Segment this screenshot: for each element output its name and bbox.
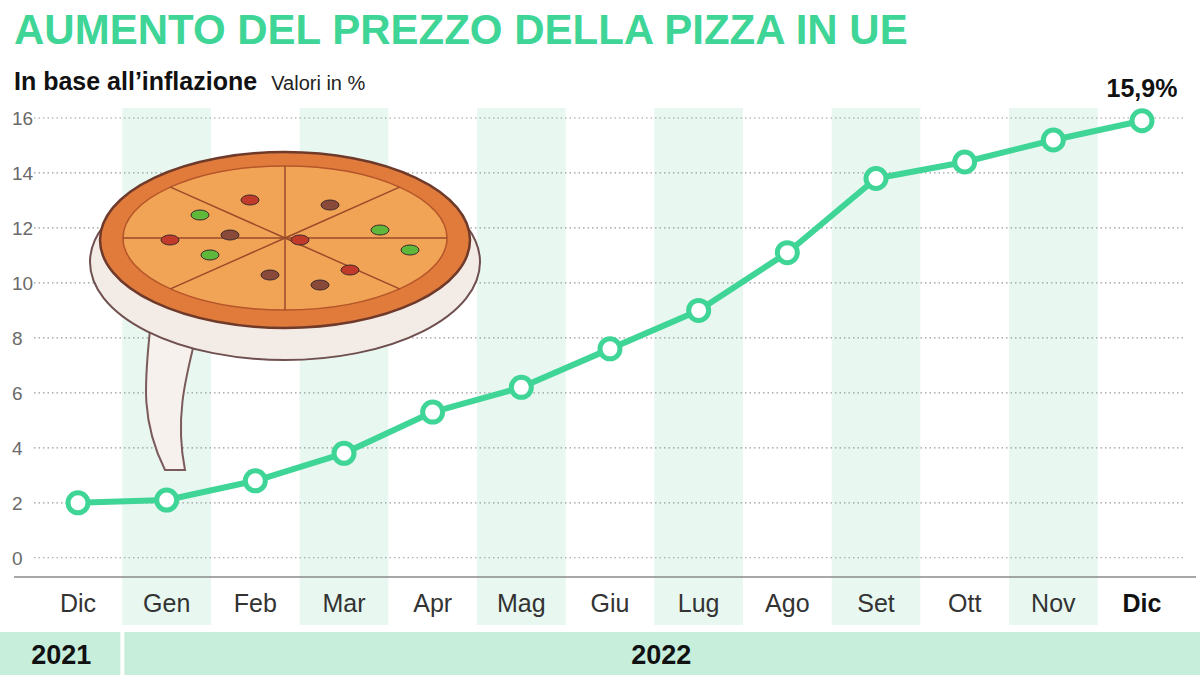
y-axis-label: Valori in % bbox=[271, 72, 365, 94]
x-tick-label: Mar bbox=[322, 589, 365, 617]
topping bbox=[161, 235, 179, 245]
data-point bbox=[689, 300, 709, 320]
x-tick-label: Nov bbox=[1031, 589, 1076, 617]
topping bbox=[321, 200, 339, 210]
topping bbox=[401, 245, 419, 255]
data-point bbox=[1043, 130, 1063, 150]
data-point bbox=[157, 490, 177, 510]
topping bbox=[191, 210, 209, 220]
pizza-slice-cut bbox=[284, 238, 286, 310]
x-axis-line bbox=[14, 576, 1196, 578]
pizza-slice-cut bbox=[285, 238, 400, 289]
subtitle: In base all’inflazione bbox=[14, 67, 257, 95]
grid-line bbox=[34, 392, 1186, 393]
x-tick-label: Mag bbox=[497, 589, 546, 617]
year-label: 2021 bbox=[31, 640, 91, 670]
column-band bbox=[1009, 108, 1098, 625]
data-point bbox=[955, 152, 975, 172]
y-tick-label: 4 bbox=[12, 438, 23, 459]
annotation: 15,9% bbox=[1107, 74, 1178, 102]
x-tick-label: Lug bbox=[678, 589, 720, 617]
y-tick-label: 12 bbox=[12, 218, 33, 239]
data-line bbox=[78, 121, 1142, 503]
data-point bbox=[600, 339, 620, 359]
column-band bbox=[477, 108, 566, 625]
x-tick-label: Gen bbox=[143, 589, 190, 617]
topping bbox=[241, 195, 259, 205]
grid-line bbox=[34, 557, 1186, 558]
y-tick-label: 8 bbox=[12, 328, 23, 349]
data-point bbox=[245, 471, 265, 491]
data-point bbox=[68, 493, 88, 513]
title: AUMENTO DEL PREZZO DELLA PIZZA IN UE bbox=[14, 6, 908, 53]
paddle-handle bbox=[146, 330, 195, 470]
x-tick-label: Feb bbox=[234, 589, 277, 617]
column-band bbox=[832, 108, 921, 625]
year-band bbox=[0, 632, 120, 675]
year-label: 2022 bbox=[631, 640, 691, 670]
x-tick-label: Giu bbox=[591, 589, 630, 617]
pizza-crust bbox=[100, 152, 470, 328]
data-point bbox=[511, 377, 531, 397]
topping bbox=[341, 265, 359, 275]
grid-line bbox=[34, 447, 1186, 448]
topping bbox=[201, 250, 219, 260]
year-band bbox=[124, 632, 1200, 675]
y-tick-label: 16 bbox=[12, 108, 33, 129]
data-point bbox=[423, 402, 443, 422]
data-point bbox=[334, 443, 354, 463]
topping bbox=[311, 280, 329, 290]
pizza-slice-cut bbox=[285, 237, 447, 239]
x-tick-label: Dic bbox=[1123, 589, 1162, 617]
y-tick-label: 6 bbox=[12, 383, 23, 404]
data-point bbox=[1132, 111, 1152, 131]
y-tick-label: 14 bbox=[12, 163, 34, 184]
grid-line bbox=[34, 117, 1186, 118]
pizza-top bbox=[123, 166, 447, 310]
data-point bbox=[866, 168, 886, 188]
pizza-slice-cut bbox=[170, 238, 285, 289]
topping bbox=[371, 225, 389, 235]
y-tick-label: 2 bbox=[12, 493, 23, 514]
pizza-illustration bbox=[90, 152, 480, 470]
grid-line bbox=[34, 502, 1186, 503]
topping bbox=[221, 230, 239, 240]
pizza-slice-cut bbox=[284, 166, 286, 238]
topping bbox=[291, 235, 309, 245]
x-tick-label: Apr bbox=[413, 589, 452, 617]
pizza-slice-cut bbox=[285, 187, 400, 238]
y-tick-label: 10 bbox=[12, 273, 33, 294]
x-tick-label: Set bbox=[857, 589, 895, 617]
x-tick-label: Ott bbox=[948, 589, 981, 617]
data-point bbox=[777, 243, 797, 263]
x-tick-label: Ago bbox=[765, 589, 809, 617]
topping bbox=[261, 270, 279, 280]
plot-marks bbox=[68, 111, 1152, 513]
chart: 0 2 4 6 8 10 12 14 16 Dic Gen Feb Mar Apr Mag Giu Lug Ago… bbox=[0, 0, 1200, 675]
y-tick-label: 0 bbox=[12, 548, 23, 569]
column-band bbox=[654, 108, 743, 625]
pizza-slice-cut bbox=[123, 237, 285, 239]
x-tick-label: Dic bbox=[60, 589, 96, 617]
chart-root: 0 2 4 6 8 10 12 14 16 Dic Gen Feb Mar Apr Mag Giu Lug Ago… bbox=[0, 0, 1200, 675]
